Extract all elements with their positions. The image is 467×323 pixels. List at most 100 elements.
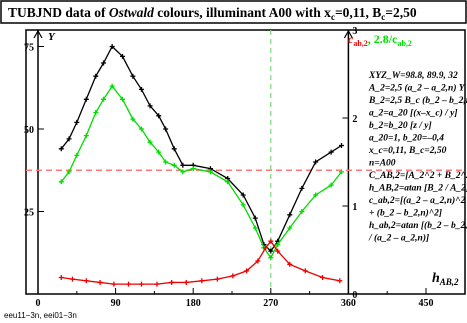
data-point [287,261,293,267]
data-point [287,212,293,218]
data-point [240,192,246,198]
data-point [190,166,196,172]
right-tick-label: 1 [352,202,357,213]
chart-title: TUBJND data of Ostwald colours, illumina… [8,5,417,22]
data-point [169,279,175,285]
data-point [109,83,115,89]
right-tick-label: 3 [352,26,357,37]
annotation-line: a_20=1, b_20=–0,4 [369,134,444,144]
data-point [180,169,186,175]
ticks: 0 90 180 270 360 450 25 50 75 0 1 2 3 [24,26,434,309]
annotation-line: XYZ_W=98.8, 89.9, 32 [368,71,458,81]
annotation-line: C_AB,2=[A_2^2 + B_2^2]^1/2 [369,171,467,181]
x-tick-label: 450 [419,298,434,309]
footer: eeu11−3n, eei01−3n [4,311,77,320]
data-point [74,152,80,158]
data-point [214,276,220,282]
x-axis-label: hAB,2 [432,271,459,287]
data-point [156,149,162,155]
annotation-line: B_2=2,5 B_c (b_2 – b_2,n) [368,95,467,106]
annotation-line: / (a_2 – a_2,n)] [368,233,429,244]
plot-frame [25,29,466,295]
data-point [109,44,115,49]
series-line-1 [60,84,343,259]
data-point [130,116,136,122]
data-point [119,53,125,59]
data-point [163,126,169,132]
series-line-0 [60,45,342,253]
data-point [275,248,281,254]
data-point [255,258,261,264]
data-point [339,169,345,175]
data-point [69,276,75,282]
annotation-line: a_2=a_20 [(x–x_c) / y] [369,108,458,119]
data-point [339,143,345,148]
data-point [83,96,89,102]
data-point [320,275,326,280]
y-tick-label: 50 [24,125,34,136]
title-frame [0,0,467,24]
data-point [180,162,186,168]
data-point [328,149,334,155]
data-point [154,281,160,287]
data-point [66,169,72,175]
y-axis-label: Y [48,31,56,43]
right-axis-label: cab,2, 2.8/cab,2 [348,32,412,48]
data-point [263,245,269,251]
annotation-line: h_AB,2=atan [B_2 / A_2] [369,184,467,194]
data-point [101,60,107,66]
data-point [302,268,308,274]
right-axis-arrow [343,29,353,39]
data-point [337,278,343,284]
annotation-line: c_ab,2=[(a_2 – a_2,n)^2 [369,195,466,206]
annotation-line: + (b_2 – b_2,n)^2] [369,208,442,219]
data-point [252,225,258,231]
data-point [83,133,89,139]
x-tick-label: 360 [341,298,356,309]
data-point [268,238,274,244]
data-point [313,192,319,198]
data-point [252,215,258,221]
data-point [156,113,162,119]
right-tick-label: 0 [352,290,357,301]
y-tick-label: 75 [24,43,34,54]
annotation-line: n=A00 [369,159,396,169]
data-point [163,159,169,165]
annotation-line: b_2=b_20 [z / y] [369,121,432,131]
data-point [183,279,189,285]
data-point [138,281,144,287]
data-point [97,279,103,285]
data-point [313,159,319,165]
data-point [138,86,144,92]
data-point [328,182,334,188]
right-tick-label: 2 [352,114,357,125]
annotation-line: h_ab,2=atan [(b_2 – b_2,n) [369,220,467,231]
x-tick-label: 180 [186,298,201,309]
data-point [275,242,281,247]
data-point [74,119,80,125]
data-point [83,278,89,284]
data-point [93,110,99,115]
data-point [268,255,274,261]
data-point [207,169,213,175]
data-point [126,281,132,287]
data-point [130,73,136,79]
data-point [111,281,117,287]
data-point [244,268,250,274]
data-point [199,278,205,284]
x-tick-label: 0 [36,298,41,309]
data-point [299,209,305,214]
annotation-line: x_c=0,11, B_c=2,50 [368,146,447,156]
data-point [147,139,153,145]
data-point [138,126,144,132]
y-tick-label: 25 [24,208,34,219]
x-tick-label: 90 [111,298,121,309]
annotation-line: A_2=2,5 (a_2 – a_2,n) Y [368,83,466,94]
x-tick-label: 270 [263,298,278,309]
data-point [119,96,125,102]
data-point [171,146,177,152]
data-point [93,73,99,79]
data-point [287,225,293,231]
data-point [58,146,64,152]
